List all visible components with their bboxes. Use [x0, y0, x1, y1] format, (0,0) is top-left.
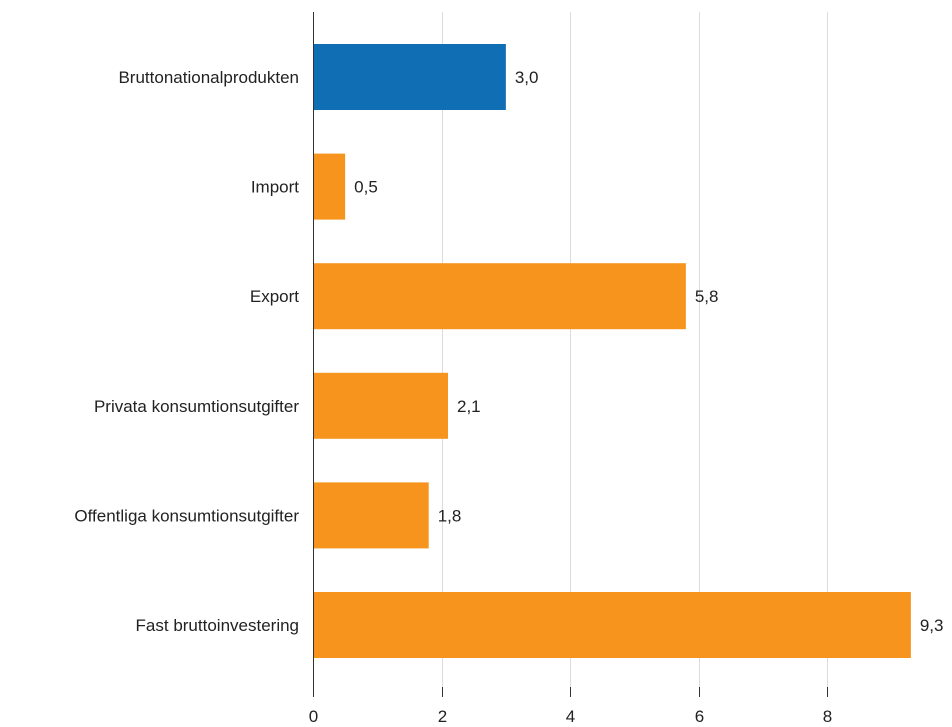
grid-lines [442, 12, 828, 687]
labels: Bruttonationalprodukten 3,0 Import 0,5 Expor… [74, 68, 943, 726]
x-tick-label: 8 [823, 707, 832, 726]
x-tick-label: 0 [309, 707, 318, 726]
bar-4 [313, 482, 429, 549]
value-label: 9,3 [920, 616, 944, 635]
x-tick-label: 6 [695, 707, 704, 726]
bars [313, 44, 911, 658]
value-label: 2,1 [457, 397, 481, 416]
category-label: Bruttonationalprodukten [118, 68, 299, 87]
axes [313, 12, 828, 697]
category-label: Fast bruttoinvestering [136, 616, 299, 635]
category-label: Export [250, 287, 299, 306]
value-label: 1,8 [438, 506, 462, 525]
category-label: Privata konsumtionsutgifter [94, 397, 299, 416]
x-tick-label: 4 [566, 707, 575, 726]
bar-3 [313, 372, 448, 439]
category-label: Offentliga konsumtionsutgifter [74, 506, 299, 525]
bar-1 [313, 153, 346, 220]
value-label: 0,5 [354, 178, 378, 197]
bar-5 [313, 592, 911, 658]
value-label: 5,8 [695, 287, 719, 306]
bar-0 [313, 44, 506, 110]
category-label: Import [251, 178, 299, 197]
value-label: 3,0 [515, 68, 539, 87]
x-tick-label: 2 [438, 707, 447, 726]
bar-2 [313, 263, 686, 330]
